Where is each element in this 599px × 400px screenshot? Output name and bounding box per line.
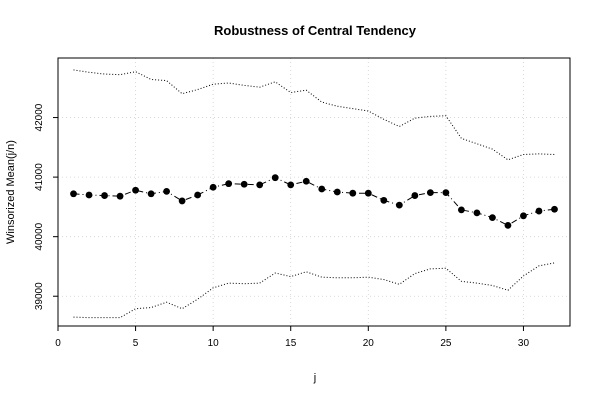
mean-point	[364, 189, 372, 197]
mean-point	[349, 189, 357, 197]
x-tick-label: 10	[208, 338, 220, 349]
mean-point	[302, 177, 310, 185]
mean-point	[116, 192, 124, 200]
x-axis: 0 5 10 15 20 25 30	[55, 326, 529, 349]
mean-point	[70, 190, 77, 198]
chart-title: Robustness of Central Tendency	[214, 23, 417, 38]
mean-point	[287, 181, 295, 189]
y-tick-label: 41000	[34, 163, 45, 191]
mean-point	[489, 214, 496, 222]
mean-point	[85, 191, 93, 199]
plot-frame	[57, 57, 571, 327]
confidence-bands	[73, 69, 555, 319]
mean-point	[380, 196, 388, 204]
lower-bound-line	[73, 262, 555, 319]
y-axis: 39000 40000 41000 42000	[34, 103, 58, 310]
mean-point	[426, 189, 434, 196]
x-tick-label: 25	[440, 338, 452, 349]
x-axis-label: j	[313, 372, 316, 384]
mean-point	[132, 186, 139, 194]
mean-point	[178, 197, 186, 205]
mean-point	[395, 201, 403, 209]
mean-point	[504, 221, 512, 229]
mean-point	[101, 192, 108, 199]
mean-point	[147, 190, 155, 198]
x-tick-label: 5	[133, 338, 139, 349]
mean-point	[333, 188, 341, 196]
mean-point	[535, 207, 543, 215]
mean-point	[240, 180, 248, 188]
mean-point	[271, 174, 279, 182]
mean-point	[256, 181, 264, 189]
x-tick-label: 20	[363, 338, 375, 349]
mean-point	[442, 189, 450, 196]
mean-point	[551, 205, 558, 213]
x-tick-label: 15	[285, 338, 297, 349]
y-axis-label: Winsorized Mean(j/n)	[5, 140, 17, 244]
mean-point	[411, 192, 419, 199]
upper-bound-line	[73, 69, 555, 161]
mean-point	[163, 188, 171, 195]
mean-line	[73, 177, 555, 226]
mean-point	[473, 209, 481, 217]
mean-point	[520, 212, 527, 220]
mean-point	[209, 183, 217, 191]
y-tick-label: 39000	[34, 282, 45, 310]
mean-point	[457, 206, 465, 214]
x-tick-label: 0	[55, 338, 61, 349]
mean-point	[194, 191, 202, 199]
x-tick-label: 30	[518, 338, 530, 349]
mean-series	[70, 174, 558, 229]
y-tick-label: 40000	[34, 222, 45, 250]
y-tick-label: 42000	[34, 103, 45, 131]
mean-point	[225, 180, 233, 188]
mean-point	[318, 185, 326, 193]
